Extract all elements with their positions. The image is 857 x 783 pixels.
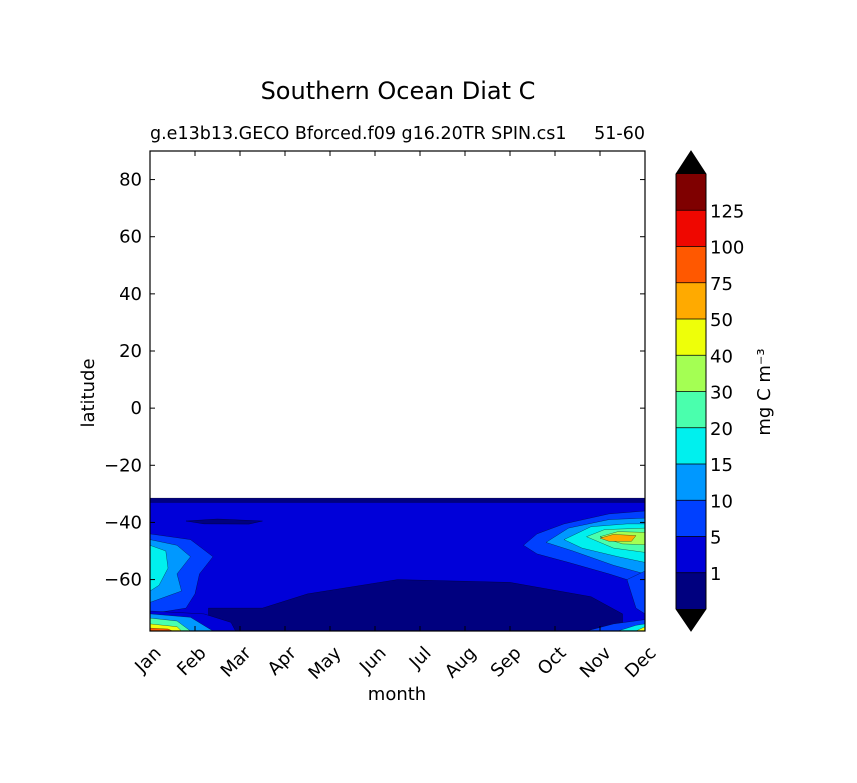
x-tick-label-aug: Aug bbox=[441, 643, 481, 683]
x-tick-label-may: May bbox=[304, 642, 345, 683]
y-tick-label: 20 bbox=[119, 341, 142, 362]
chart-subtitle-right: 51-60 bbox=[594, 124, 645, 144]
chart-subtitle-left: g.e13b13.GECO Bforced.f09 g16.20TR SPIN.… bbox=[150, 124, 567, 144]
x-tick-label-feb: Feb bbox=[173, 643, 210, 680]
x-tick-label-nov: Nov bbox=[576, 642, 616, 682]
colorbar-tick-label: 50 bbox=[710, 310, 733, 331]
colorbar-segment-2 bbox=[676, 500, 706, 537]
x-tick-label-jan: Jan bbox=[130, 643, 165, 678]
y-tick-label: 80 bbox=[119, 170, 142, 191]
colorbar-tick-label: 100 bbox=[710, 238, 744, 259]
colorbar-segment-1 bbox=[676, 536, 706, 573]
x-tick-label-oct: Oct bbox=[534, 643, 571, 680]
y-axis-label: latitude bbox=[78, 358, 99, 427]
colorbar-segment-4 bbox=[676, 427, 706, 464]
colorbar-extend-bottom bbox=[676, 609, 706, 631]
contour-region-2 bbox=[150, 497, 645, 503]
colorbar-segment-11 bbox=[676, 174, 706, 211]
colorbar-tick-label: 30 bbox=[710, 383, 733, 404]
colorbar-tick-label: 40 bbox=[710, 346, 733, 367]
colorbar-segment-6 bbox=[676, 355, 706, 392]
colorbar-tick-label: 75 bbox=[710, 274, 733, 295]
contour-region-10 bbox=[150, 627, 173, 631]
x-tick-label-jun: Jun bbox=[355, 643, 390, 678]
colorbar-extend-top bbox=[676, 151, 706, 174]
y-axis: 80 60 40 20 0 −20 −40 −60 bbox=[104, 170, 645, 591]
colorbar-segment-5 bbox=[676, 391, 706, 428]
contour-region-19 bbox=[617, 623, 645, 631]
colorbar-segment-10 bbox=[676, 210, 706, 247]
y-tick-label: 60 bbox=[119, 227, 142, 248]
x-tick-label-jul: Jul bbox=[405, 643, 436, 674]
x-tick-label-apr: Apr bbox=[264, 642, 301, 679]
y-tick-label: −60 bbox=[104, 570, 142, 591]
colorbar-tick-label: 125 bbox=[710, 201, 744, 222]
colorbar-outline bbox=[675, 150, 707, 632]
y-tick-label: −40 bbox=[104, 512, 142, 533]
y-tick-label: 0 bbox=[131, 398, 142, 419]
plot-area bbox=[150, 497, 645, 631]
colorbar-tick-label: 20 bbox=[710, 419, 733, 440]
colorbar-tick-label: 1 bbox=[710, 564, 721, 585]
contour-region-16 bbox=[599, 534, 637, 542]
colorbar-segment-8 bbox=[676, 282, 706, 319]
contour-region-18 bbox=[626, 570, 645, 615]
colorbar-segment-0 bbox=[676, 572, 706, 609]
colorbar-segment-3 bbox=[676, 464, 706, 501]
colorbar-tick-label: 5 bbox=[710, 528, 721, 549]
colorbar-tick-label: 10 bbox=[710, 491, 733, 512]
chart-title: Southern Ocean Diat C bbox=[261, 77, 536, 105]
colorbar-tick-label: 15 bbox=[710, 455, 733, 476]
colorbar-label: mg C m⁻³ bbox=[754, 348, 775, 435]
contour-region-20 bbox=[635, 626, 645, 631]
y-tick-label: −20 bbox=[104, 455, 142, 476]
x-axis-label: month bbox=[368, 684, 426, 705]
y-tick-label: 40 bbox=[119, 284, 142, 305]
x-tick-label-dec: Dec bbox=[621, 643, 660, 682]
colorbar-segment-9 bbox=[676, 246, 706, 283]
colorbar-segment-7 bbox=[676, 319, 706, 356]
plot-frame bbox=[149, 150, 646, 632]
x-tick-label-sep: Sep bbox=[487, 643, 526, 682]
x-tick-label-mar: Mar bbox=[217, 642, 256, 681]
contour-region-1 bbox=[185, 518, 263, 525]
